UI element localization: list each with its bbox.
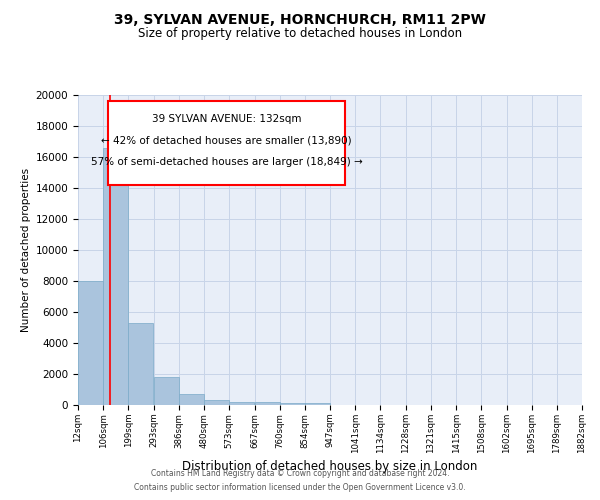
Bar <box>305 403 330 405</box>
Bar <box>280 402 305 405</box>
Bar <box>103 148 128 405</box>
Text: Contains HM Land Registry data © Crown copyright and database right 2024.: Contains HM Land Registry data © Crown c… <box>151 468 449 477</box>
Text: 57% of semi-detached houses are larger (18,849) →: 57% of semi-detached houses are larger (… <box>91 157 362 167</box>
Text: ← 42% of detached houses are smaller (13,890): ← 42% of detached houses are smaller (13… <box>101 136 352 145</box>
Text: Contains public sector information licensed under the Open Government Licence v3: Contains public sector information licen… <box>134 484 466 492</box>
FancyBboxPatch shape <box>108 101 345 185</box>
Bar <box>78 281 103 405</box>
Text: Size of property relative to detached houses in London: Size of property relative to detached ho… <box>138 28 462 40</box>
Bar <box>179 394 204 405</box>
Text: 39 SYLVAN AVENUE: 132sqm: 39 SYLVAN AVENUE: 132sqm <box>152 114 301 124</box>
Y-axis label: Number of detached properties: Number of detached properties <box>22 168 31 332</box>
Text: 39, SYLVAN AVENUE, HORNCHURCH, RM11 2PW: 39, SYLVAN AVENUE, HORNCHURCH, RM11 2PW <box>114 12 486 26</box>
Bar <box>229 402 254 405</box>
Bar <box>154 377 179 405</box>
Bar <box>254 402 280 405</box>
Bar <box>128 323 154 405</box>
X-axis label: Distribution of detached houses by size in London: Distribution of detached houses by size … <box>182 460 478 473</box>
Bar <box>204 400 229 405</box>
